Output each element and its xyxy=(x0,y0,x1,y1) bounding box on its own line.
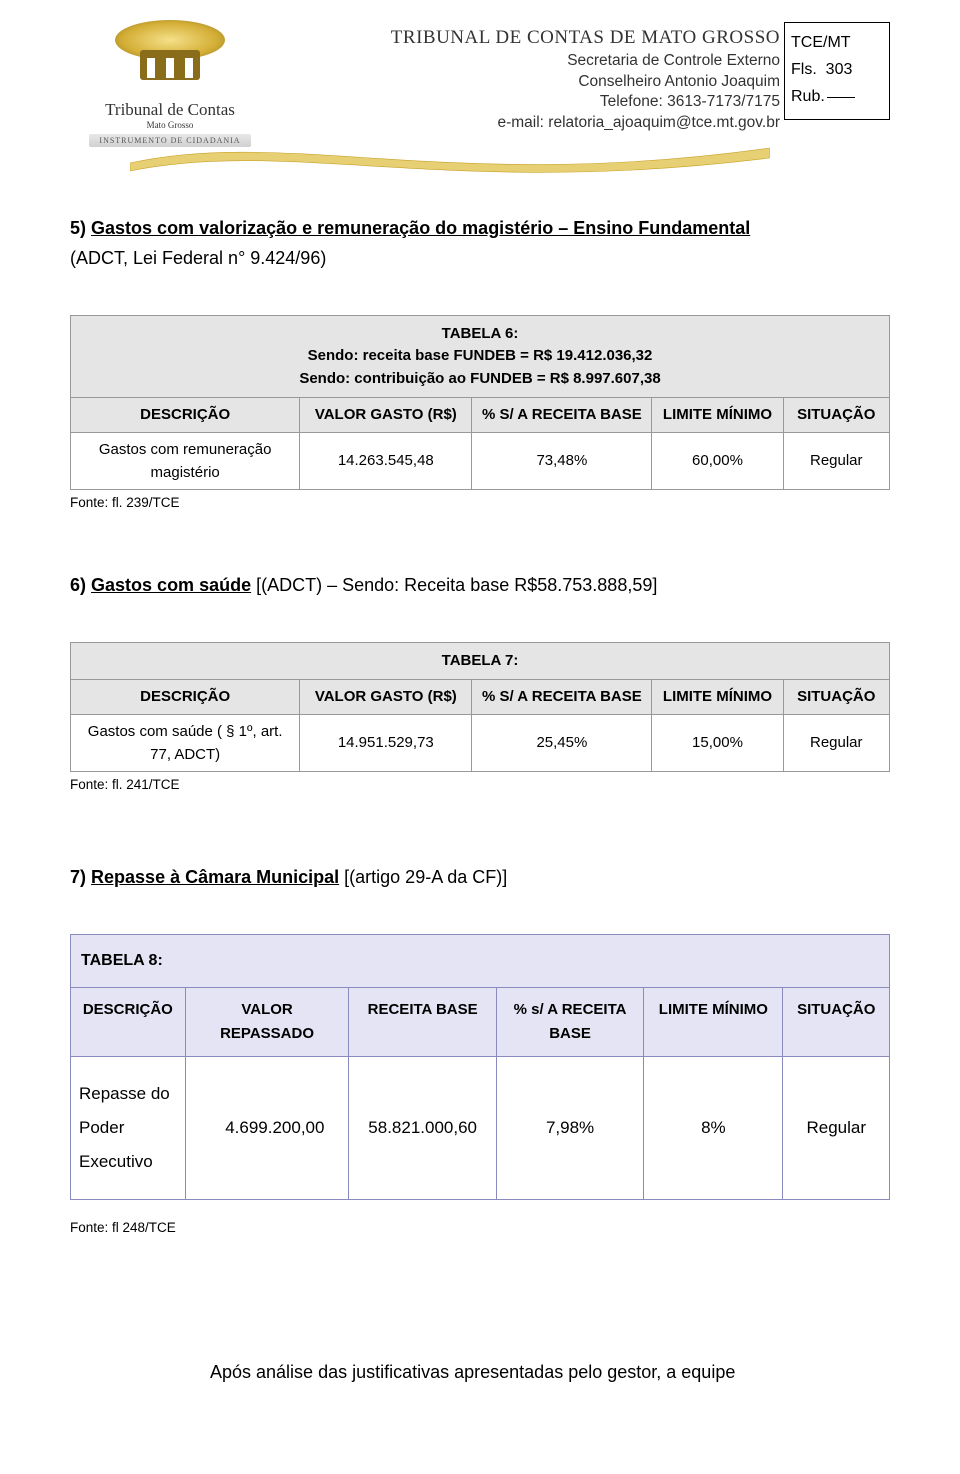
section-5-underline: Gastos com valorização e remuneração do … xyxy=(91,218,750,238)
table-8-desc-l1: Repasse do xyxy=(79,1077,177,1111)
logo-emblem xyxy=(110,20,230,65)
table-6-col5: SITUAÇÃO xyxy=(783,398,890,432)
table-8-col5: LIMITE MÍNIMO xyxy=(644,987,783,1056)
table-8-col6: SITUAÇÃO xyxy=(783,987,890,1056)
logo-subtitle: Mato Grosso xyxy=(70,120,270,130)
table-6-caption: TABELA 6: Sendo: receita base FUNDEB = R… xyxy=(71,315,890,398)
table-8-desc: Repasse do Poder Executivo xyxy=(71,1056,186,1199)
table-8-limite: 8% xyxy=(644,1056,783,1199)
table-8-pct: 7,98% xyxy=(496,1056,643,1199)
table-8: TABELA 8: DESCRIÇÃO VALOR REPASSADO RECE… xyxy=(70,934,890,1200)
table-6-sit: Regular xyxy=(783,432,890,490)
table-8-col4-l2: BASE xyxy=(505,1022,635,1046)
table-row: Gastos com saúde ( § 1º, art. 77, ADCT) … xyxy=(71,714,890,772)
section-7-tail: [(artigo 29-A da CF)] xyxy=(344,867,507,887)
table-8-sit: Regular xyxy=(783,1056,890,1199)
table-6: TABELA 6: Sendo: receita base FUNDEB = R… xyxy=(70,315,890,490)
table-row: Repasse do Poder Executivo 4.699.200,00 … xyxy=(71,1056,890,1199)
stamp-fls-value: 303 xyxy=(826,61,853,78)
logo-title: Tribunal de Contas xyxy=(70,100,270,120)
table-7: TABELA 7: DESCRIÇÃO VALOR GASTO (R$) % S… xyxy=(70,642,890,772)
table-7-pct: 25,45% xyxy=(472,714,652,772)
table-7-limite: 15,00% xyxy=(652,714,783,772)
stamp-fls-label: Fls. xyxy=(791,61,817,78)
section-7-prefix: 7) xyxy=(70,867,86,887)
table-6-col1: DESCRIÇÃO xyxy=(71,398,300,432)
section-5-title: 5) Gastos com valorização e remuneração … xyxy=(70,215,890,243)
footer-paragraph: Após análise das justificativas apresent… xyxy=(70,1359,890,1387)
page-header: Tribunal de Contas Mato Grosso INSTRUMEN… xyxy=(70,20,890,185)
table-8-receita: 58.821.000,60 xyxy=(349,1056,496,1199)
table-7-caption: TABELA 7: xyxy=(71,642,890,680)
stamp-rub-label: Rub. xyxy=(791,88,825,105)
header-organization: TRIBUNAL DE CONTAS DE MATO GROSSO Secret… xyxy=(391,25,780,134)
section-6-underline: Gastos com saúde xyxy=(91,575,251,595)
table-6-caption-l3: Sendo: contribuição ao FUNDEB = R$ 8.997… xyxy=(78,368,882,391)
stamp-rub: Rub. xyxy=(791,83,883,110)
table-6-caption-l1: TABELA 6: xyxy=(78,323,882,346)
table-6-valor: 14.263.545,48 xyxy=(300,432,472,490)
table-6-source: Fonte: fl. 239/TCE xyxy=(70,493,890,514)
table-8-col1: DESCRIÇÃO xyxy=(71,987,186,1056)
stamp-org: TCE/MT xyxy=(791,29,883,56)
table-6-col2: VALOR GASTO (R$) xyxy=(300,398,472,432)
court-logo: Tribunal de Contas Mato Grosso INSTRUMEN… xyxy=(70,20,270,148)
table-8-desc-l3: Executivo xyxy=(79,1145,177,1179)
table-7-col4: LIMITE MÍNIMO xyxy=(652,680,783,714)
org-line4: Telefone: 3613-7173/7175 xyxy=(391,92,780,113)
stamp-box: TCE/MT Fls. 303 Rub. xyxy=(784,22,890,120)
section-6-tail: [(ADCT) – Sendo: Receita base R$58.753.8… xyxy=(256,575,657,595)
section-5-prefix: 5) xyxy=(70,218,86,238)
org-line2: Secretaria de Controle Externo xyxy=(391,51,780,72)
table-7-col2: VALOR GASTO (R$) xyxy=(300,680,472,714)
table-8-desc-l2: Poder xyxy=(79,1111,177,1145)
table-7-valor: 14.951.529,73 xyxy=(300,714,472,772)
org-line5: e-mail: relatoria_ajoaquim@tce.mt.gov.br xyxy=(391,113,780,134)
table-7-col3: % S/ A RECEITA BASE xyxy=(472,680,652,714)
section-7-underline: Repasse à Câmara Municipal xyxy=(91,867,339,887)
table-6-limite: 60,00% xyxy=(652,432,783,490)
table-8-col4: % s/ A RECEITA BASE xyxy=(496,987,643,1056)
table-6-pct: 73,48% xyxy=(472,432,652,490)
org-name: TRIBUNAL DE CONTAS DE MATO GROSSO xyxy=(391,25,780,51)
section-6-prefix: 6) xyxy=(70,575,86,595)
page-content: 5) Gastos com valorização e remuneração … xyxy=(70,215,890,1387)
table-7-col5: SITUAÇÃO xyxy=(783,680,890,714)
section-6-title: 6) Gastos com saúde [(ADCT) – Sendo: Rec… xyxy=(70,572,890,600)
table-6-col4: LIMITE MÍNIMO xyxy=(652,398,783,432)
table-6-caption-l2: Sendo: receita base FUNDEB = R$ 19.412.0… xyxy=(78,345,882,368)
decorative-wave xyxy=(130,138,770,188)
table-row: Gastos com remuneração magistério 14.263… xyxy=(71,432,890,490)
table-8-col3: RECEITA BASE xyxy=(349,987,496,1056)
table-7-source: Fonte: fl. 241/TCE xyxy=(70,775,890,796)
table-8-valor: 4.699.200,00 xyxy=(185,1056,349,1199)
table-7-col1: DESCRIÇÃO xyxy=(71,680,300,714)
stamp-fls: Fls. 303 xyxy=(791,56,883,83)
table-6-desc: Gastos com remuneração magistério xyxy=(71,432,300,490)
page: Tribunal de Contas Mato Grosso INSTRUMEN… xyxy=(0,0,960,1474)
section-5-line2: (ADCT, Lei Federal n° 9.424/96) xyxy=(70,245,890,273)
table-8-col2: VALOR REPASSADO xyxy=(185,987,349,1056)
section-7-title: 7) Repasse à Câmara Municipal [(artigo 2… xyxy=(70,864,890,892)
table-7-desc: Gastos com saúde ( § 1º, art. 77, ADCT) xyxy=(71,714,300,772)
table-7-sit: Regular xyxy=(783,714,890,772)
table-6-col3: % S/ A RECEITA BASE xyxy=(472,398,652,432)
table-8-caption: TABELA 8: xyxy=(71,934,890,987)
table-8-col4-l1: % s/ A RECEITA xyxy=(505,998,635,1022)
org-line3: Conselheiro Antonio Joaquim xyxy=(391,72,780,93)
table-8-source: Fonte: fl 248/TCE xyxy=(70,1218,890,1239)
